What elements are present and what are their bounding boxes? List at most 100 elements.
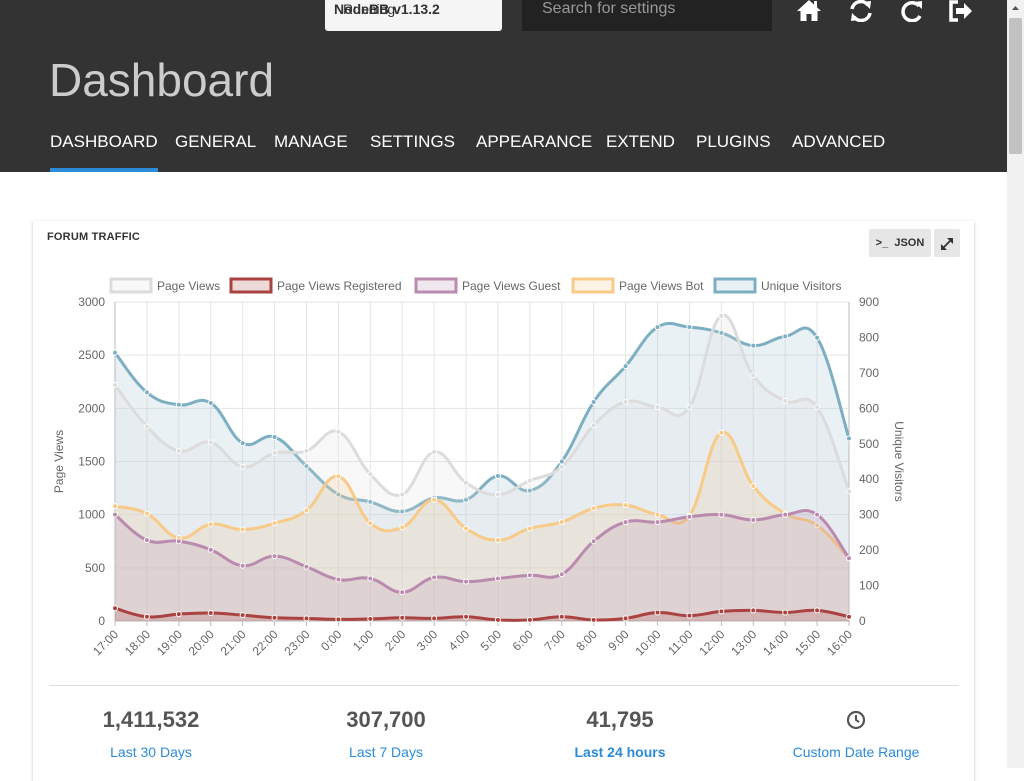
data-point <box>335 491 342 498</box>
version-badge: Running NodeBB v1.13.2 <box>325 0 502 31</box>
x-tick-label: 17:00 <box>90 627 121 658</box>
stat-last-24-hours: 41,795 Last 24 hours <box>510 705 730 761</box>
json-button[interactable]: >_ JSON <box>869 229 931 257</box>
x-tick-label: 13:00 <box>728 627 759 658</box>
legend-swatch <box>571 277 615 294</box>
expand-button[interactable] <box>934 229 960 257</box>
version-name: NodeBB v1.13.2 <box>334 1 440 17</box>
data-point <box>782 511 789 518</box>
legend-label: Page Views Registered <box>277 279 402 293</box>
data-point <box>750 516 757 523</box>
x-tick-label: 5:00 <box>478 627 505 654</box>
data-point <box>718 329 725 336</box>
data-point <box>782 609 789 616</box>
data-point <box>207 546 214 553</box>
stat-label-link[interactable]: Custom Date Range <box>792 744 920 760</box>
stat-label-link[interactable]: Last 24 hours <box>574 744 666 760</box>
x-tick-label: 6:00 <box>510 627 537 654</box>
data-point <box>303 615 310 622</box>
data-point <box>367 575 374 582</box>
refresh-icon[interactable] <box>848 0 874 22</box>
nav-advanced[interactable]: ADVANCED <box>792 132 886 151</box>
data-point <box>431 496 438 503</box>
x-tick-label: 14:00 <box>760 627 791 658</box>
data-point <box>622 502 629 509</box>
x-tick-label: 20:00 <box>186 627 217 658</box>
data-point <box>175 401 182 408</box>
x-tick-label: 4:00 <box>446 627 473 654</box>
data-point <box>431 615 438 622</box>
y2-tick-label: 600 <box>859 401 879 415</box>
data-point <box>463 525 470 532</box>
y-tick-label: 0 <box>98 614 105 628</box>
data-point <box>846 435 852 442</box>
nav-dashboard[interactable]: DASHBOARD <box>50 128 158 172</box>
series-area <box>115 315 849 621</box>
legend-label: Unique Visitors <box>761 279 841 293</box>
data-point <box>622 615 629 622</box>
x-tick-label: 18:00 <box>122 627 153 658</box>
legend-label: Page Views Bot <box>619 279 704 293</box>
stat-value: 1,411,532 <box>102 707 200 732</box>
x-tick-label: 10:00 <box>633 627 664 658</box>
nav-settings[interactable]: SETTINGS <box>370 132 456 151</box>
page-scrollbar[interactable] <box>1007 0 1024 768</box>
search-placeholder: Search for settings <box>542 0 676 17</box>
stat-label-link[interactable]: Last 7 Days <box>349 744 423 760</box>
x-tick-label: 22:00 <box>250 627 281 658</box>
data-point <box>303 507 310 514</box>
y2-axis-title: Unique Visitors <box>892 421 906 501</box>
data-point <box>558 571 565 578</box>
x-tick-label: 8:00 <box>573 627 600 654</box>
y-tick-label: 1000 <box>78 508 105 522</box>
data-point <box>112 503 118 510</box>
scroll-thumb[interactable] <box>1009 18 1022 154</box>
home-icon[interactable] <box>796 0 822 22</box>
y-axis-title: Page Views <box>52 430 66 493</box>
terminal-icon: >_ <box>875 237 889 249</box>
settings-search-input[interactable]: Search for settings <box>522 0 772 31</box>
nav-plugins[interactable]: PLUGINS <box>696 132 771 151</box>
legend-swatch <box>229 277 273 294</box>
data-point <box>399 614 406 621</box>
forum-traffic-panel: FORUM TRAFFIC >_ JSON 0 500 1000 1500 2000 25… <box>33 221 974 781</box>
legend-label: Page Views Guest <box>462 279 561 293</box>
nav-manage[interactable]: MANAGE <box>274 132 348 151</box>
data-point <box>654 511 661 518</box>
stat-value: 307,700 <box>346 707 426 732</box>
data-point <box>718 312 725 319</box>
nav-extend[interactable]: EXTEND <box>606 132 675 151</box>
data-point <box>399 589 406 596</box>
scroll-up-arrow-icon[interactable] <box>1007 0 1024 17</box>
stat-last-30-days: 1,411,532 Last 30 Days <box>41 705 261 761</box>
data-point <box>494 491 501 498</box>
traffic-chart: 0 500 1000 1500 2000 2500 3000 0 100 200 300 400 500… <box>52 277 906 658</box>
data-point <box>750 342 757 349</box>
data-point <box>399 508 406 515</box>
stat-label-link[interactable]: Last 30 Days <box>110 744 192 760</box>
data-point <box>526 525 533 532</box>
data-point <box>112 349 118 356</box>
admin-header: Running NodeBB v1.13.2 Search for settin… <box>0 0 1007 172</box>
data-point <box>303 563 310 570</box>
legend-swatch <box>713 277 757 294</box>
nav-appearance[interactable]: APPEARANCE <box>476 132 593 151</box>
data-point <box>271 449 278 456</box>
logout-icon[interactable] <box>948 0 974 22</box>
restart-icon[interactable] <box>900 0 926 22</box>
data-point <box>112 605 118 612</box>
data-point <box>526 487 533 494</box>
stat-value: 41,795 <box>586 707 654 732</box>
legend-label: Page Views <box>157 279 220 293</box>
nav-general[interactable]: GENERAL <box>175 132 257 151</box>
data-point <box>558 519 565 526</box>
data-point <box>590 398 597 405</box>
data-point <box>367 471 374 478</box>
legend-swatch <box>109 277 153 294</box>
data-point <box>367 615 374 622</box>
x-tick-label: 12:00 <box>696 627 727 658</box>
version-prefix: Running <box>343 1 396 17</box>
stat-custom-range: Custom Date Range <box>746 705 966 761</box>
x-tick-label: 3:00 <box>414 627 441 654</box>
data-point <box>143 510 150 517</box>
